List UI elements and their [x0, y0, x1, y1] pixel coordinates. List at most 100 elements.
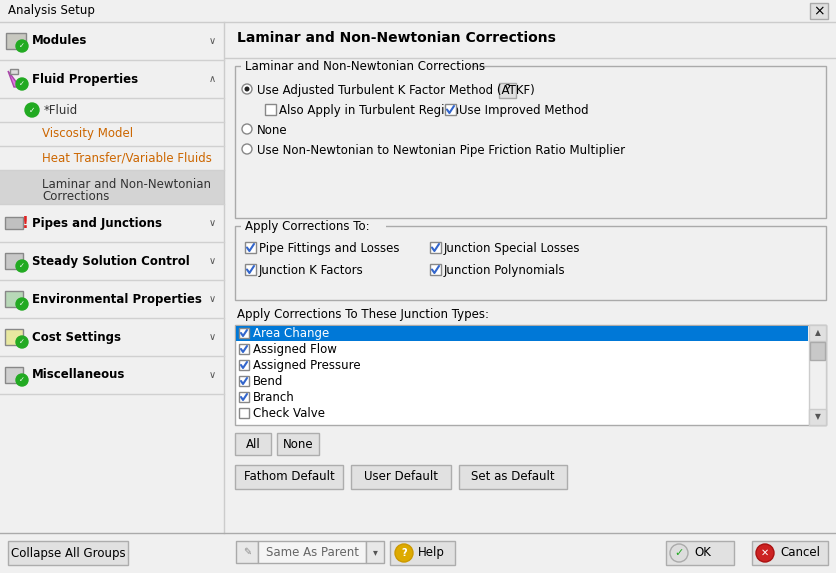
Text: Analysis Setup: Analysis Setup	[8, 4, 94, 17]
Bar	[239, 360, 249, 370]
Bar	[239, 328, 249, 338]
Bar	[258, 541, 366, 563]
Text: ∨: ∨	[208, 256, 216, 266]
Circle shape	[25, 103, 39, 117]
Text: ×: ×	[813, 4, 825, 18]
Text: All: All	[246, 438, 260, 450]
Bar	[752, 541, 828, 565]
Bar	[239, 344, 249, 354]
Bar	[235, 465, 343, 489]
Text: *Fluid: *Fluid	[44, 104, 79, 116]
Bar	[245, 264, 256, 275]
Bar	[5, 367, 23, 383]
Bar	[235, 66, 826, 218]
Bar	[235, 226, 826, 300]
Bar	[225, 22, 836, 58]
Bar	[236, 541, 258, 563]
Circle shape	[16, 78, 28, 90]
Circle shape	[244, 87, 249, 92]
Text: Same As Parent: Same As Parent	[266, 546, 359, 559]
Text: Apply Corrections To:: Apply Corrections To:	[245, 220, 370, 233]
Bar	[5, 217, 23, 229]
Circle shape	[242, 84, 252, 94]
Bar	[810, 342, 825, 360]
Bar	[810, 3, 828, 19]
Text: ▾: ▾	[373, 547, 377, 557]
Bar	[235, 325, 826, 425]
Text: ✓: ✓	[19, 301, 25, 307]
Text: ✓: ✓	[675, 548, 684, 558]
Text: ?: ?	[401, 548, 407, 558]
Text: ∨: ∨	[208, 332, 216, 342]
Circle shape	[16, 260, 28, 272]
Circle shape	[16, 374, 28, 386]
Text: Junction Polynomials: Junction Polynomials	[444, 264, 566, 277]
Bar	[351, 465, 451, 489]
Text: Cost Settings: Cost Settings	[32, 331, 121, 343]
Bar	[499, 83, 516, 98]
Text: Branch: Branch	[253, 391, 295, 404]
Bar	[390, 541, 455, 565]
Text: Area Change: Area Change	[253, 327, 329, 340]
Text: Laminar and Non-Newtonian: Laminar and Non-Newtonian	[42, 178, 211, 191]
Bar	[277, 433, 319, 455]
Text: Junction K Factors: Junction K Factors	[259, 264, 364, 277]
Bar	[0, 533, 836, 573]
Bar	[265, 104, 276, 115]
Text: ▼: ▼	[814, 413, 820, 422]
Text: Laminar and Non-Newtonian Corrections: Laminar and Non-Newtonian Corrections	[245, 60, 485, 73]
Circle shape	[670, 544, 688, 562]
Text: Fluid Properties: Fluid Properties	[32, 73, 138, 85]
Text: ∨: ∨	[208, 370, 216, 380]
Text: Help: Help	[418, 546, 445, 559]
Text: Junction Special Losses: Junction Special Losses	[444, 242, 580, 255]
Bar	[8, 541, 128, 565]
Bar	[5, 329, 23, 345]
Circle shape	[16, 336, 28, 348]
Text: Viscosity Model: Viscosity Model	[42, 128, 133, 140]
Text: Set as Default: Set as Default	[472, 470, 555, 484]
Text: Bend: Bend	[253, 375, 283, 388]
Bar	[239, 376, 249, 386]
Circle shape	[16, 298, 28, 310]
Circle shape	[395, 544, 413, 562]
Bar	[6, 33, 26, 49]
Bar	[0, 0, 836, 22]
Bar	[430, 242, 441, 253]
Text: Modules: Modules	[32, 34, 88, 48]
Bar	[430, 264, 441, 275]
Text: ∧: ∧	[208, 74, 216, 84]
Text: Pipe Fittings and Losses: Pipe Fittings and Losses	[259, 242, 400, 255]
Bar	[809, 325, 826, 341]
Text: Use Non-Newtonian to Newtonian Pipe Friction Ratio Multiplier: Use Non-Newtonian to Newtonian Pipe Fric…	[257, 144, 625, 157]
Bar	[239, 408, 249, 418]
Text: None: None	[283, 438, 314, 450]
Text: Heat Transfer/Variable Fluids: Heat Transfer/Variable Fluids	[42, 151, 212, 164]
Bar	[666, 541, 734, 565]
Bar	[5, 253, 23, 269]
Text: Laminar and Non-Newtonian Corrections: Laminar and Non-Newtonian Corrections	[237, 31, 556, 45]
Bar	[241, 60, 471, 72]
Text: Also Apply in Turbulent Region: Also Apply in Turbulent Region	[279, 104, 459, 117]
Bar	[225, 22, 836, 533]
Circle shape	[16, 40, 28, 52]
Bar	[0, 22, 224, 555]
Text: Environmental Properties: Environmental Properties	[32, 292, 201, 305]
Bar	[241, 220, 386, 232]
Text: ∨: ∨	[208, 294, 216, 304]
Text: ✓: ✓	[28, 105, 35, 115]
Text: ✓: ✓	[19, 339, 25, 345]
Polygon shape	[8, 71, 20, 87]
Bar	[10, 69, 18, 74]
Bar	[239, 392, 249, 402]
Bar	[235, 433, 271, 455]
Bar	[245, 242, 256, 253]
Bar	[459, 465, 567, 489]
Bar	[0, 170, 224, 204]
Circle shape	[242, 124, 252, 134]
Bar	[445, 104, 456, 115]
Text: Use Adjusted Turbulent K Factor Method (ATKF): Use Adjusted Turbulent K Factor Method (…	[257, 84, 535, 97]
Text: Pipes and Junctions: Pipes and Junctions	[32, 217, 162, 230]
Text: ∨: ∨	[208, 218, 216, 228]
Text: ▲: ▲	[814, 328, 820, 337]
